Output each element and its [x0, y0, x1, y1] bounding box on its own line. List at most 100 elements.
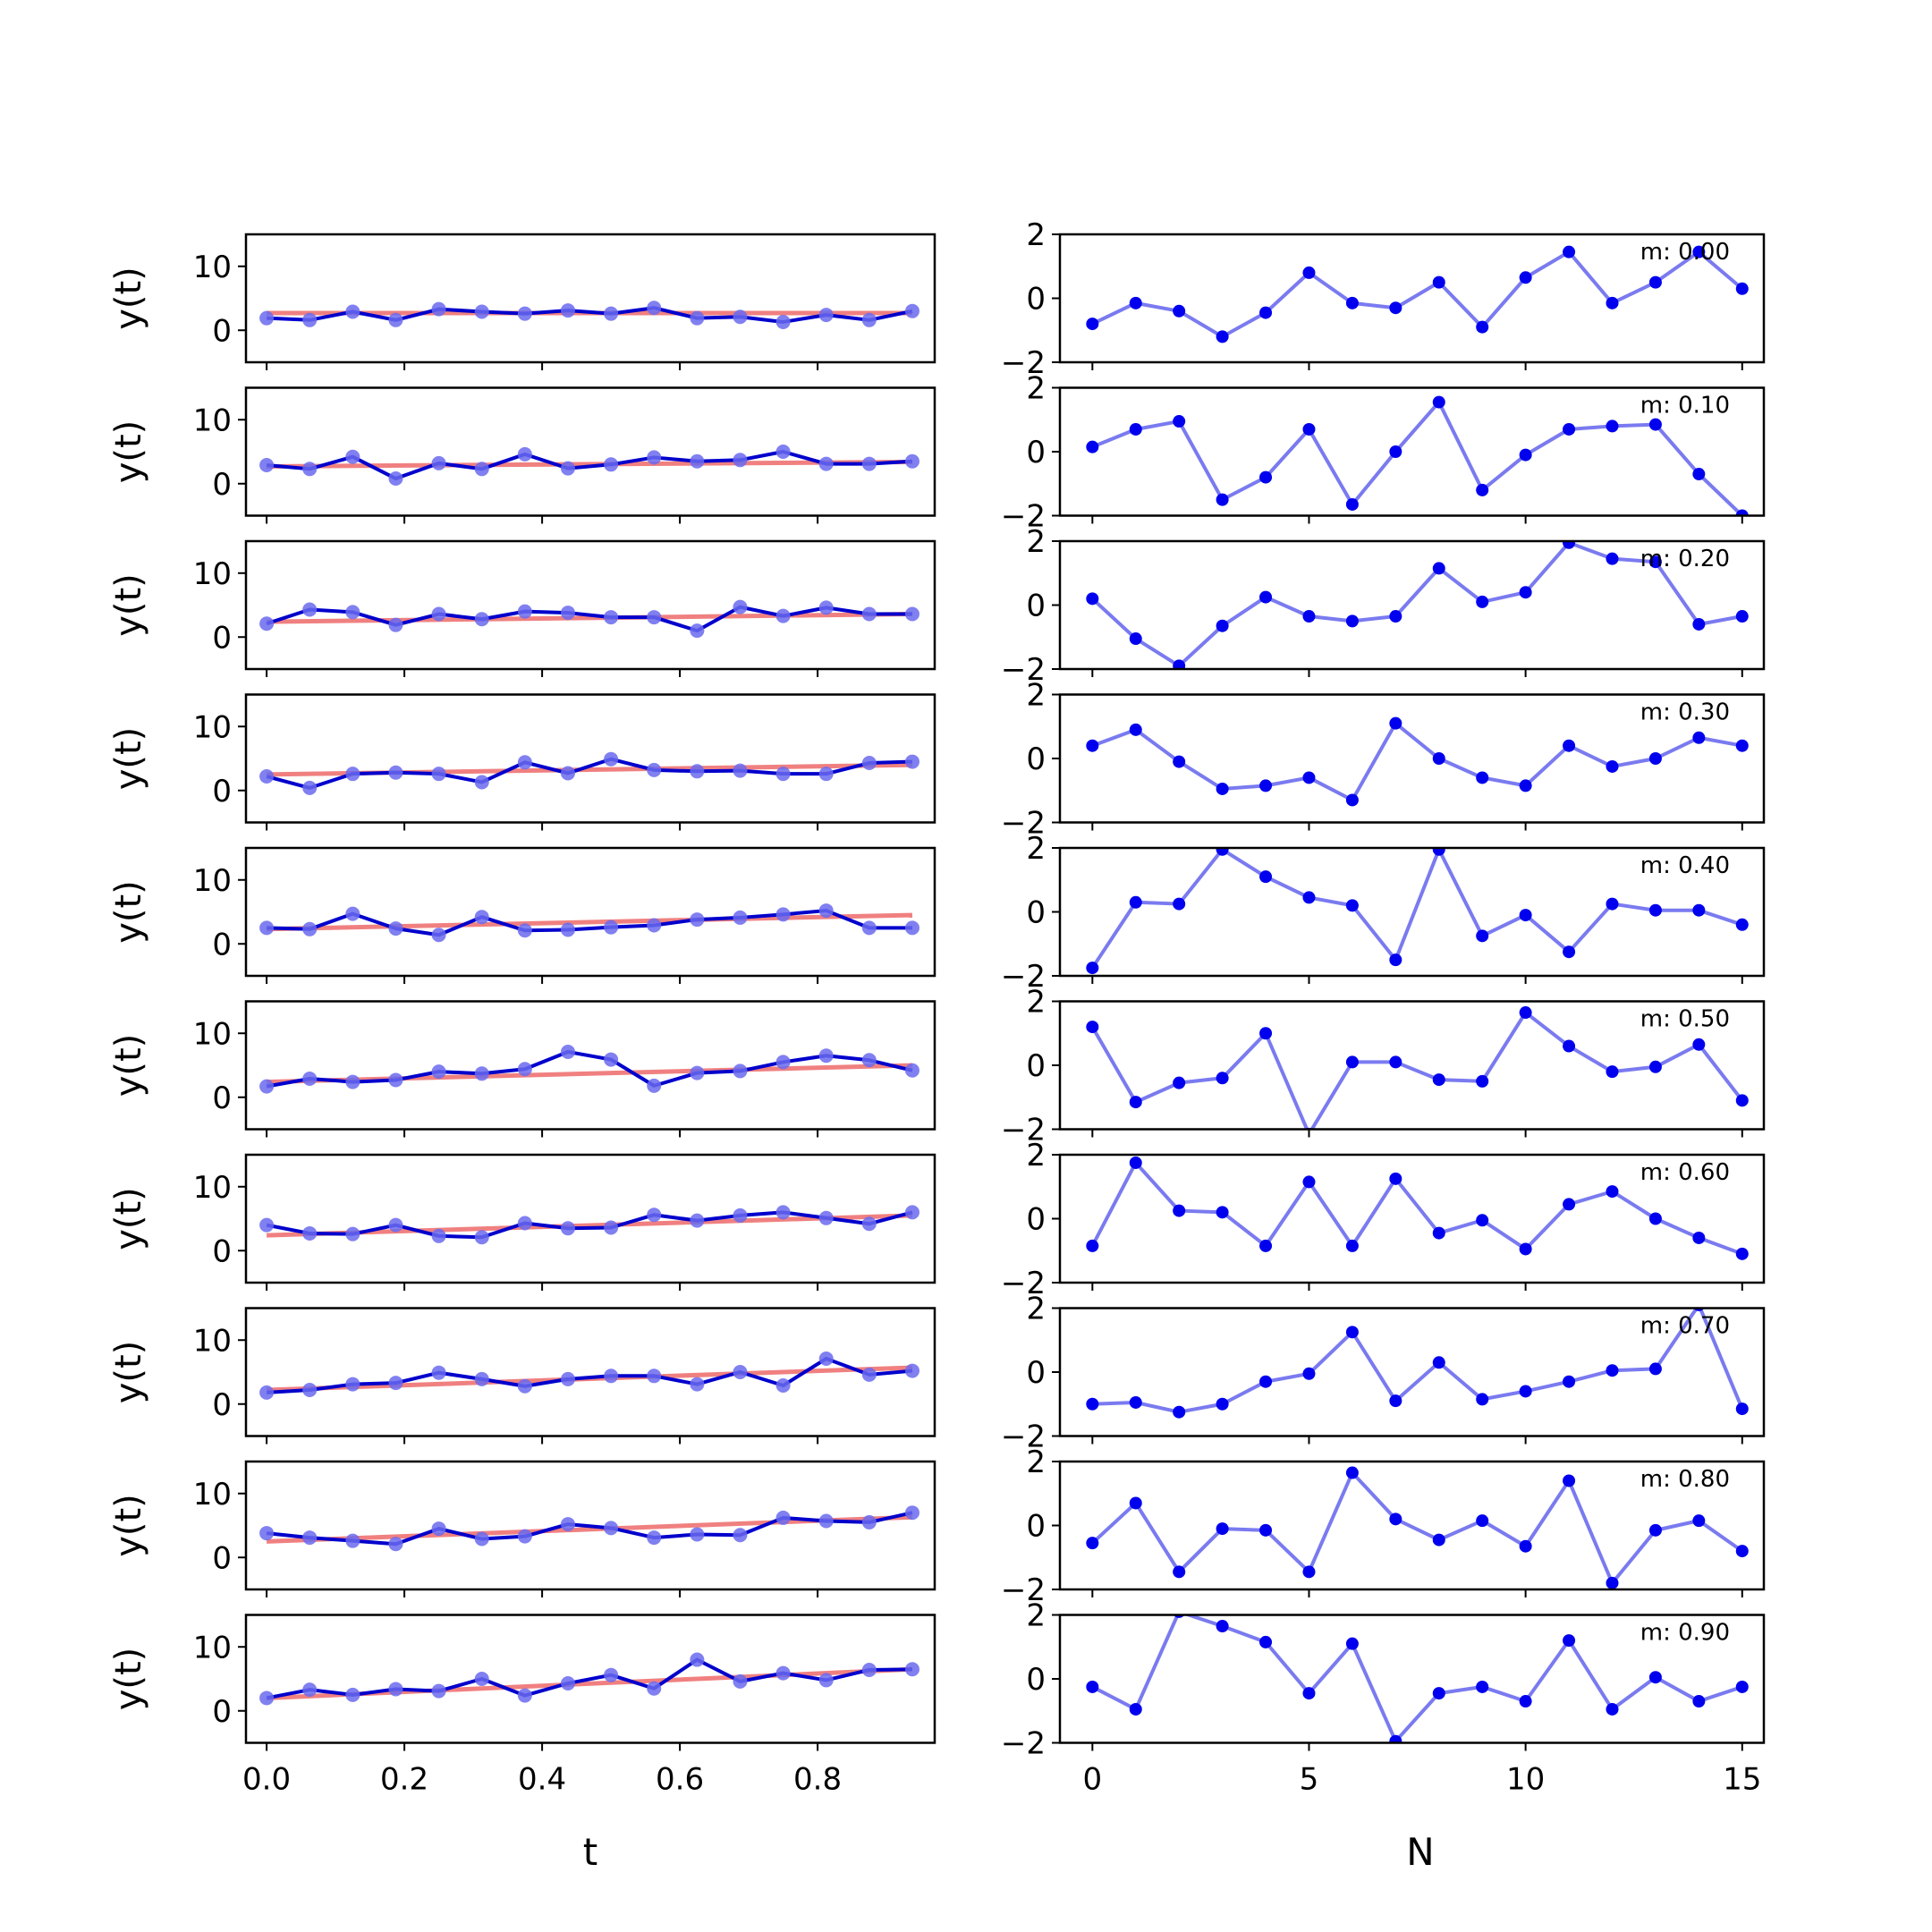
data-point: [259, 458, 275, 473]
data-point: [259, 616, 275, 631]
residual-point: [1735, 1680, 1749, 1693]
right-axes: m: 0.70 −2 0 2: [1001, 1292, 1766, 1455]
y-tick-label: 2: [1026, 1445, 1046, 1480]
data-point: [259, 769, 275, 784]
data-point: [560, 1676, 575, 1691]
data-point: [733, 1208, 748, 1223]
data-point: [647, 1530, 662, 1546]
data-line: [266, 1657, 913, 1700]
data-point: [517, 604, 532, 619]
left-axes: 0 10 y(t): [108, 1307, 936, 1445]
data-point: [345, 906, 360, 921]
right-plot-area: [1086, 848, 1749, 975]
y-tick-label: 2: [1026, 217, 1046, 253]
left-plot-area: [259, 903, 919, 943]
residual-point: [1086, 1021, 1099, 1034]
residual-point: [1086, 1397, 1099, 1411]
residual-line: [1091, 721, 1743, 802]
data-point: [345, 767, 360, 782]
residual-point: [1259, 779, 1273, 792]
m-label: m: 0.80: [1640, 1466, 1730, 1493]
data-point: [818, 1513, 834, 1529]
y-tick-label: 10: [193, 709, 232, 745]
left-plot-area: [259, 599, 919, 639]
residual-point: [1476, 595, 1489, 608]
data-point: [560, 1044, 575, 1059]
data-point: [690, 1527, 705, 1542]
residual-point: [1563, 1039, 1576, 1053]
data-point: [861, 1053, 877, 1068]
residual-point: [1648, 903, 1662, 917]
data-point: [647, 1208, 662, 1223]
y-axis-label: y(t): [108, 727, 149, 791]
residual-point: [1173, 659, 1186, 669]
data-point: [904, 1205, 919, 1220]
residual-point: [1606, 419, 1619, 433]
left-axes-frame: [244, 693, 936, 824]
residual-point: [1216, 782, 1229, 795]
right-plot-area: [1086, 541, 1749, 669]
data-point: [302, 462, 318, 477]
data-point: [388, 617, 403, 632]
data-point: [690, 1377, 705, 1392]
right-axes: m: 0.80 −2 0 2: [1001, 1445, 1766, 1608]
m-label: m: 0.00: [1640, 239, 1730, 266]
y-tick-label: 0: [1026, 895, 1046, 931]
residual-line: [1091, 400, 1744, 516]
y-tick-label: 0: [1026, 1355, 1046, 1391]
residual-point: [1086, 1537, 1099, 1550]
data-line: [266, 1356, 913, 1394]
data-point: [861, 456, 877, 471]
residual-point: [1129, 723, 1142, 736]
data-point: [474, 1672, 489, 1686]
data-point: [345, 304, 360, 319]
residual-point: [1692, 1231, 1706, 1244]
data-point: [818, 1048, 834, 1063]
residual-point: [1259, 1523, 1273, 1537]
left-xlabel: t: [583, 1830, 597, 1874]
residual-point: [1302, 610, 1316, 623]
residual-point: [1563, 245, 1576, 258]
residual-point: [1129, 895, 1142, 909]
y-tick-label: 10: [193, 863, 232, 899]
y-axis-label: y(t): [108, 1648, 149, 1711]
data-point: [604, 919, 619, 935]
fit-line: [267, 912, 913, 932]
residual-point: [1086, 1680, 1099, 1693]
residual-point: [1476, 1393, 1489, 1406]
m-label: m: 0.40: [1640, 852, 1730, 879]
residual-point: [1432, 275, 1445, 289]
residual-point: [1648, 752, 1662, 765]
residual-point: [1259, 590, 1273, 604]
x-tick-label: 0.0: [242, 1762, 291, 1798]
residual-point: [1519, 1242, 1532, 1256]
left-plot-area: [259, 1652, 919, 1706]
left-axes-frame: [244, 539, 936, 671]
residual-point: [1259, 306, 1273, 319]
y-tick-label: −2: [1001, 345, 1046, 381]
residual-point: [1216, 330, 1229, 343]
right-axes: m: 0.60 −2 0 2: [1001, 1138, 1766, 1301]
subplot-row: 0 10 y(t) 0.0 0.2 0.4 0.6 0.8 m: 0.90 −2 0 2 0 5 10 15: [108, 1598, 1766, 1798]
data-point: [302, 780, 318, 795]
data-point: [259, 1526, 275, 1541]
data-point: [604, 751, 619, 767]
data-point: [259, 1690, 275, 1706]
y-tick-label: −2: [1001, 1266, 1046, 1301]
y-tick-label: 0: [212, 774, 232, 809]
right-plot-area: [1086, 1006, 1749, 1130]
data-point: [733, 1528, 748, 1543]
residual-point: [1735, 610, 1749, 623]
y-tick-label: 0: [1026, 1202, 1046, 1238]
residual-point: [1648, 1060, 1662, 1073]
y-tick-label: 0: [212, 1694, 232, 1730]
right-plot-area: [1086, 1156, 1749, 1260]
data-point: [775, 608, 791, 623]
residual-point: [1174, 1614, 1185, 1618]
residual-point: [1519, 1385, 1532, 1398]
data-point: [604, 610, 619, 625]
data-point: [733, 910, 748, 925]
y-tick-label: −2: [1001, 959, 1046, 995]
y-tick-label: 10: [193, 1630, 232, 1665]
residual-point: [1519, 271, 1532, 284]
